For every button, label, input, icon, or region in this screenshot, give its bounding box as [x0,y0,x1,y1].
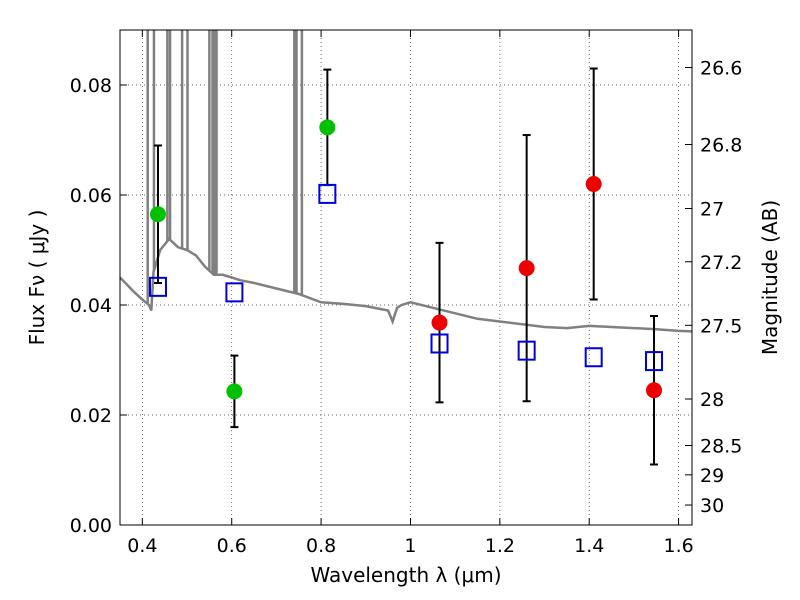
mag-tick-label: 28.5 [700,436,742,458]
x-tick-label: 1.2 [485,535,515,557]
x-tick-label: 0.8 [306,535,336,557]
mag-tick-label: 27 [700,199,724,221]
axis-ticks: 0.4 0.6 0.8 1 1.2 1.4 1.6 0.00 0.02 0.04 0.06 0.08 2… [70,30,742,557]
y-axis-label: Flux Fν ( μJy ) [25,210,49,346]
data-point [226,383,243,400]
y-tick-label: 0.08 [70,75,112,97]
mag-tick-label: 29 [700,465,724,487]
x-tick-label: 1.4 [574,535,604,557]
x-tick-label: 1 [404,535,416,557]
y-tick-label: 0.04 [70,295,112,317]
x-tick-label: 0.6 [217,535,247,557]
x-axis-label: Wavelength λ (μm) [310,563,501,587]
data-point [518,260,535,277]
grid-lines [120,30,692,526]
y-tick-label: 0.02 [70,405,112,427]
data-point [646,382,663,399]
x-tick-label: 0.4 [127,535,157,557]
data-point [319,119,336,136]
mag-tick-label: 26.6 [700,58,742,80]
data-markers [148,119,664,400]
model-photometry-point [645,351,664,372]
data-point [431,314,448,331]
y-tick-label: 0.00 [70,515,112,537]
model-photometry-point [430,333,449,354]
mag-tick-label: 27.2 [700,252,742,274]
mag-tick-label: 27.5 [700,315,742,337]
y-tick-label: 0.06 [70,185,112,207]
model-photometry-point [225,282,244,303]
error-bars [153,67,659,466]
mag-tick-label: 26.8 [700,134,742,156]
data-point [585,176,602,192]
model-photometry-point [584,347,603,368]
x-tick-label: 1.6 [663,535,693,557]
model-photometry-point [148,276,167,297]
mag-tick-label: 28 [700,389,724,411]
model-photometry-point [318,183,337,204]
y-axis-right-label: Magnitude (AB) [758,200,782,355]
model-spectrum [119,30,693,333]
mag-tick-label: 30 [700,495,724,517]
data-point [149,206,166,223]
plot-frame [119,29,693,526]
model-photometry-point [517,340,536,361]
model-spectrum-line [119,237,693,333]
